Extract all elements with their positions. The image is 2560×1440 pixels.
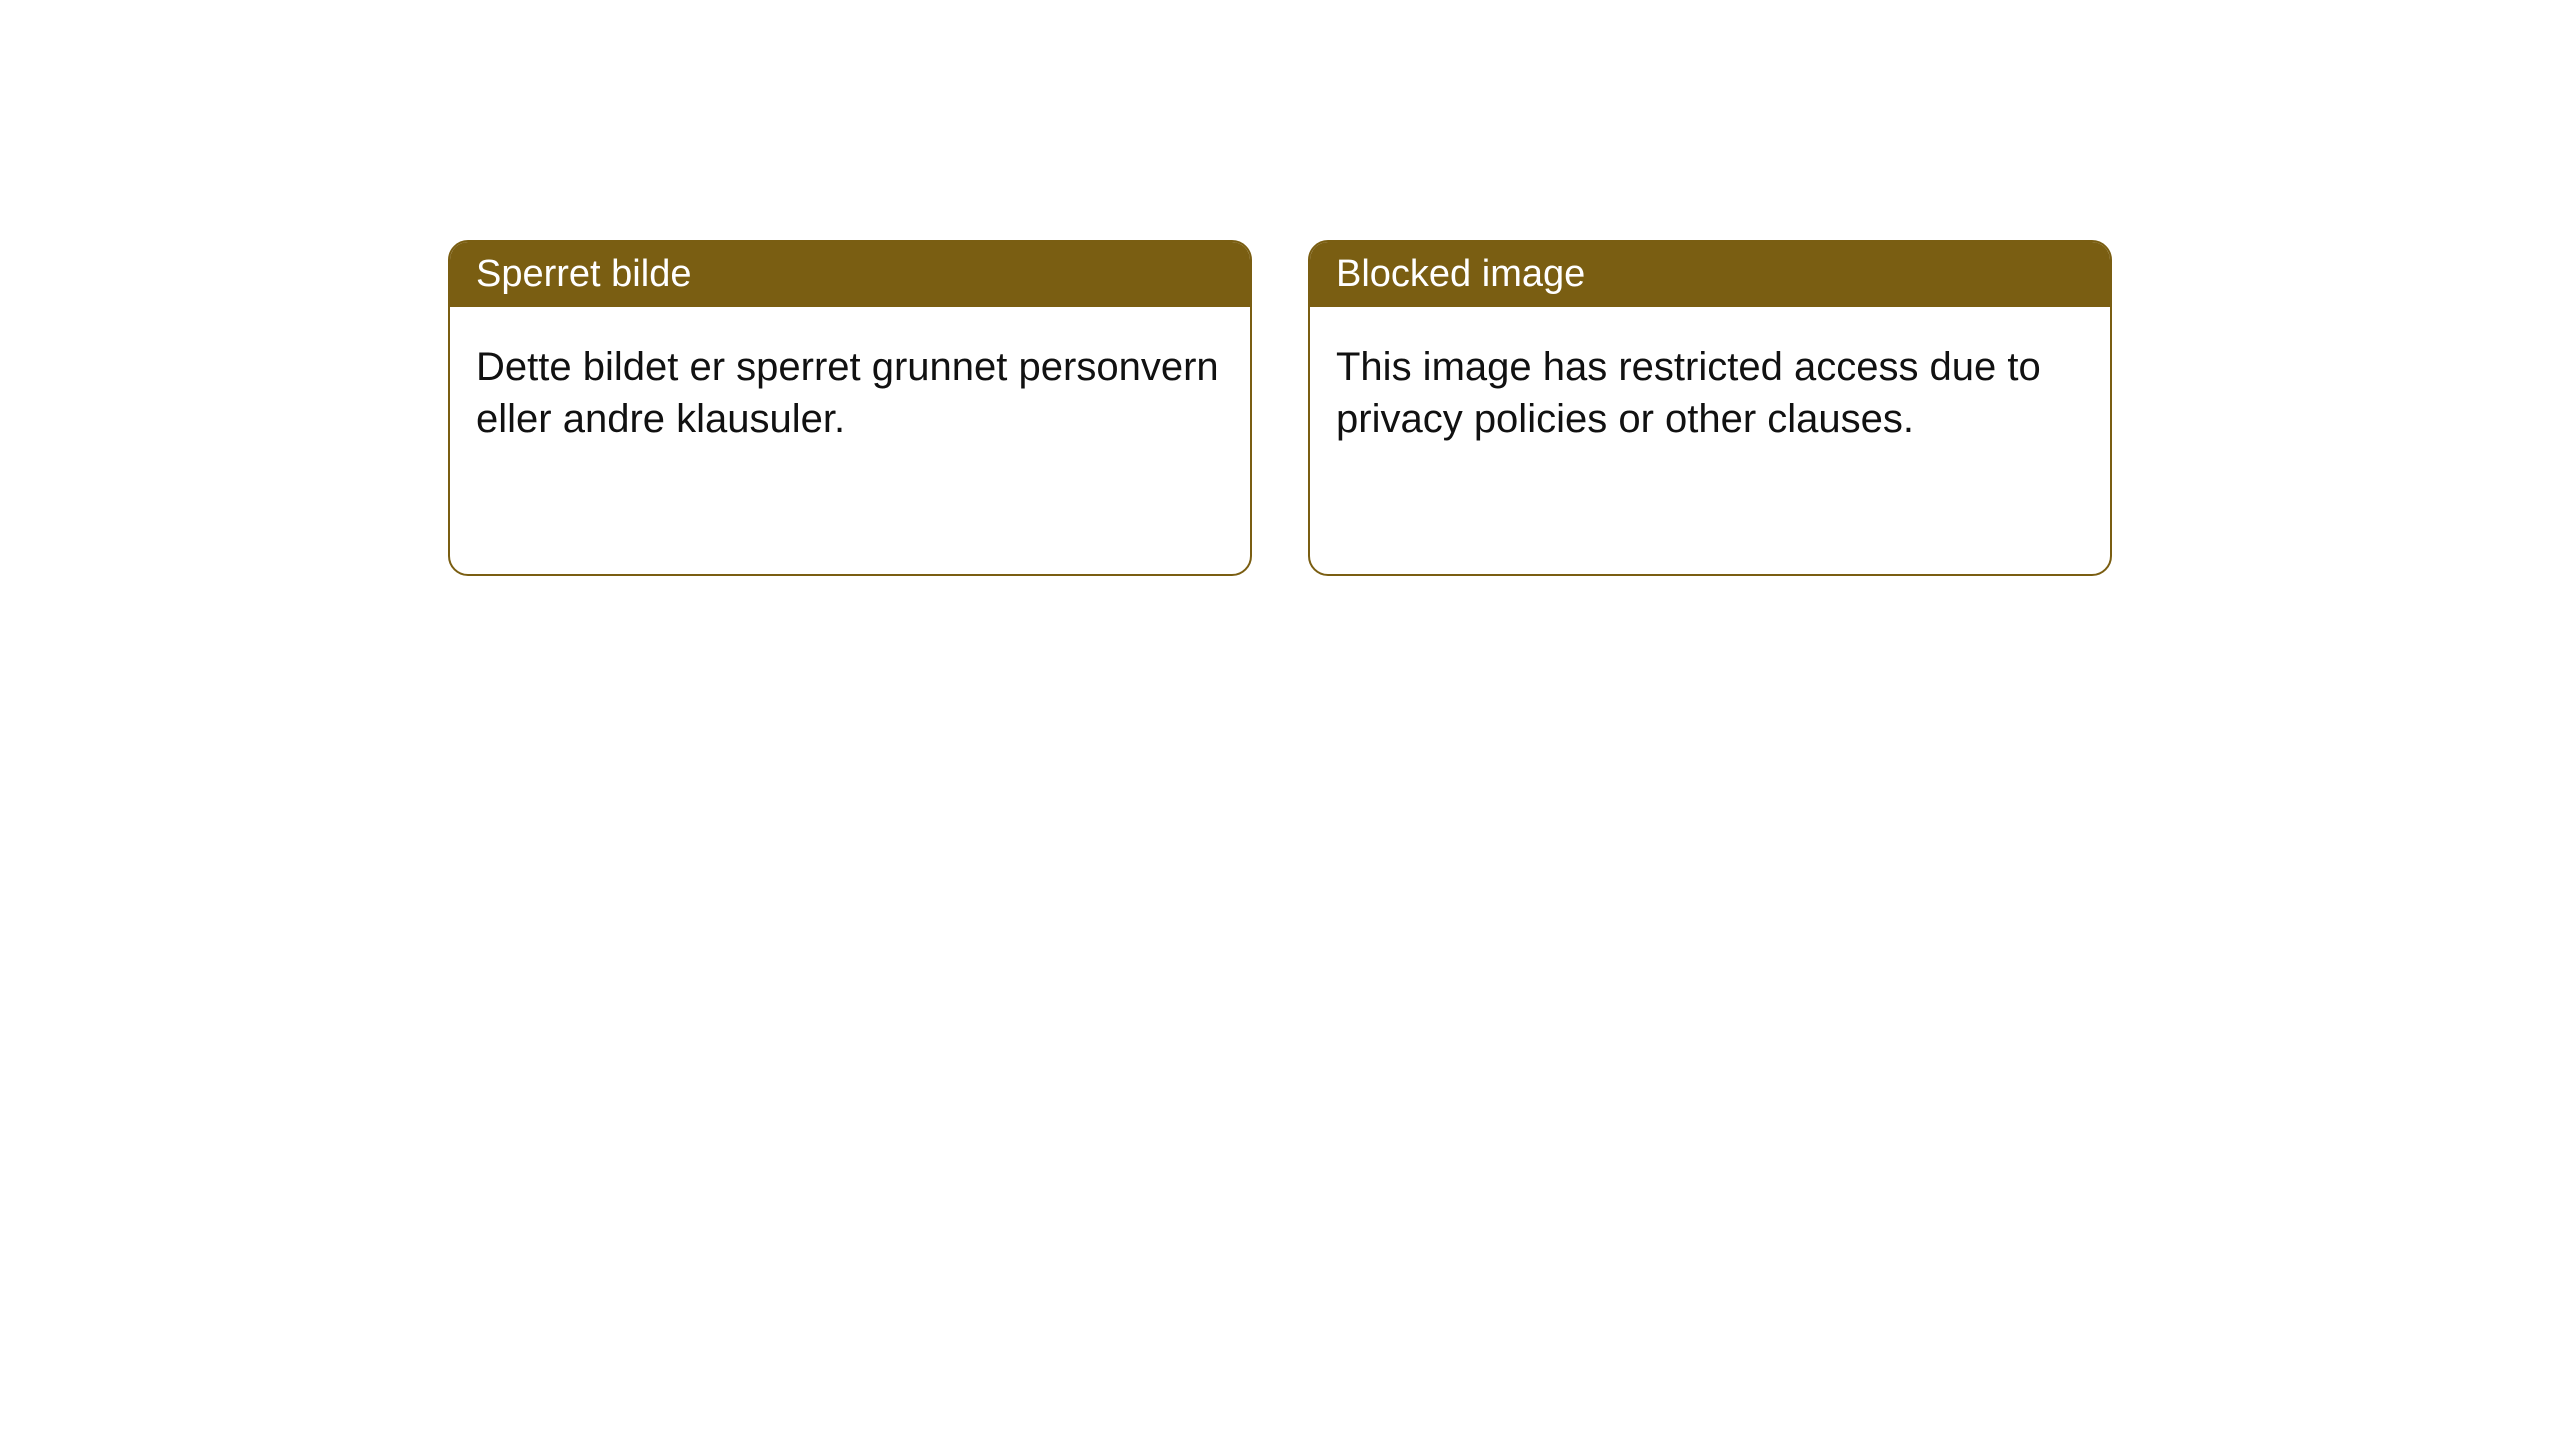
notice-body-english: This image has restricted access due to … — [1310, 307, 2110, 479]
notice-body-norwegian: Dette bildet er sperret grunnet personve… — [450, 307, 1250, 479]
notice-title-english: Blocked image — [1336, 253, 1585, 295]
notice-message-norwegian: Dette bildet er sperret grunnet personve… — [476, 345, 1219, 441]
notice-card-english: Blocked image This image has restricted … — [1308, 240, 2112, 576]
notice-card-norwegian: Sperret bilde Dette bildet er sperret gr… — [448, 240, 1252, 576]
notice-header-english: Blocked image — [1310, 242, 2110, 307]
notice-container: Sperret bilde Dette bildet er sperret gr… — [448, 240, 2112, 576]
notice-title-norwegian: Sperret bilde — [476, 253, 691, 295]
notice-header-norwegian: Sperret bilde — [450, 242, 1250, 307]
notice-message-english: This image has restricted access due to … — [1336, 345, 2041, 441]
